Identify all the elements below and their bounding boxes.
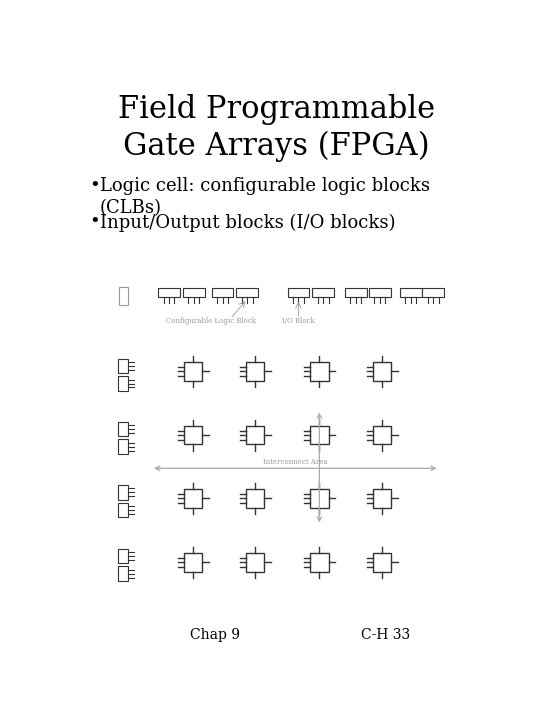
Bar — [373, 553, 392, 572]
Bar — [313, 288, 334, 297]
Bar — [184, 426, 202, 444]
Bar — [246, 426, 265, 444]
Bar — [373, 362, 392, 381]
Bar — [369, 288, 390, 297]
Bar — [184, 489, 202, 508]
Bar — [118, 503, 129, 517]
Bar — [118, 549, 129, 564]
Bar — [400, 288, 422, 297]
Bar — [119, 287, 128, 305]
Bar — [118, 485, 129, 500]
Bar — [310, 362, 329, 381]
Bar — [118, 567, 129, 581]
Bar — [310, 489, 329, 508]
Text: C-H 33: C-H 33 — [361, 628, 410, 642]
Bar — [158, 288, 180, 297]
Bar — [184, 362, 202, 381]
Text: Interconnect Area: Interconnect Area — [263, 458, 328, 466]
Text: Chap 9: Chap 9 — [190, 628, 240, 642]
Text: Logic cell: configurable logic blocks
(CLBs): Logic cell: configurable logic blocks (C… — [100, 177, 430, 217]
Bar — [118, 439, 129, 454]
Text: Input/Output blocks (I/O blocks): Input/Output blocks (I/O blocks) — [100, 213, 395, 232]
Bar — [237, 288, 258, 297]
Text: Configurable Logic Block: Configurable Logic Block — [166, 318, 256, 325]
Bar — [212, 288, 233, 297]
Text: I/O Block: I/O Block — [282, 318, 315, 325]
Bar — [118, 422, 129, 436]
Bar — [246, 362, 265, 381]
Bar — [118, 377, 129, 391]
Bar — [310, 553, 329, 572]
Bar — [246, 553, 265, 572]
Bar — [288, 288, 309, 297]
Bar — [373, 426, 392, 444]
Bar — [373, 489, 392, 508]
Text: •: • — [89, 213, 100, 231]
Bar — [184, 553, 202, 572]
Bar — [345, 288, 367, 297]
Bar — [310, 426, 329, 444]
Bar — [118, 359, 129, 373]
Bar — [246, 489, 265, 508]
Bar — [422, 288, 444, 297]
Text: •: • — [89, 177, 100, 195]
Text: Field Programmable
Gate Arrays (FPGA): Field Programmable Gate Arrays (FPGA) — [118, 94, 435, 163]
Bar — [183, 288, 205, 297]
